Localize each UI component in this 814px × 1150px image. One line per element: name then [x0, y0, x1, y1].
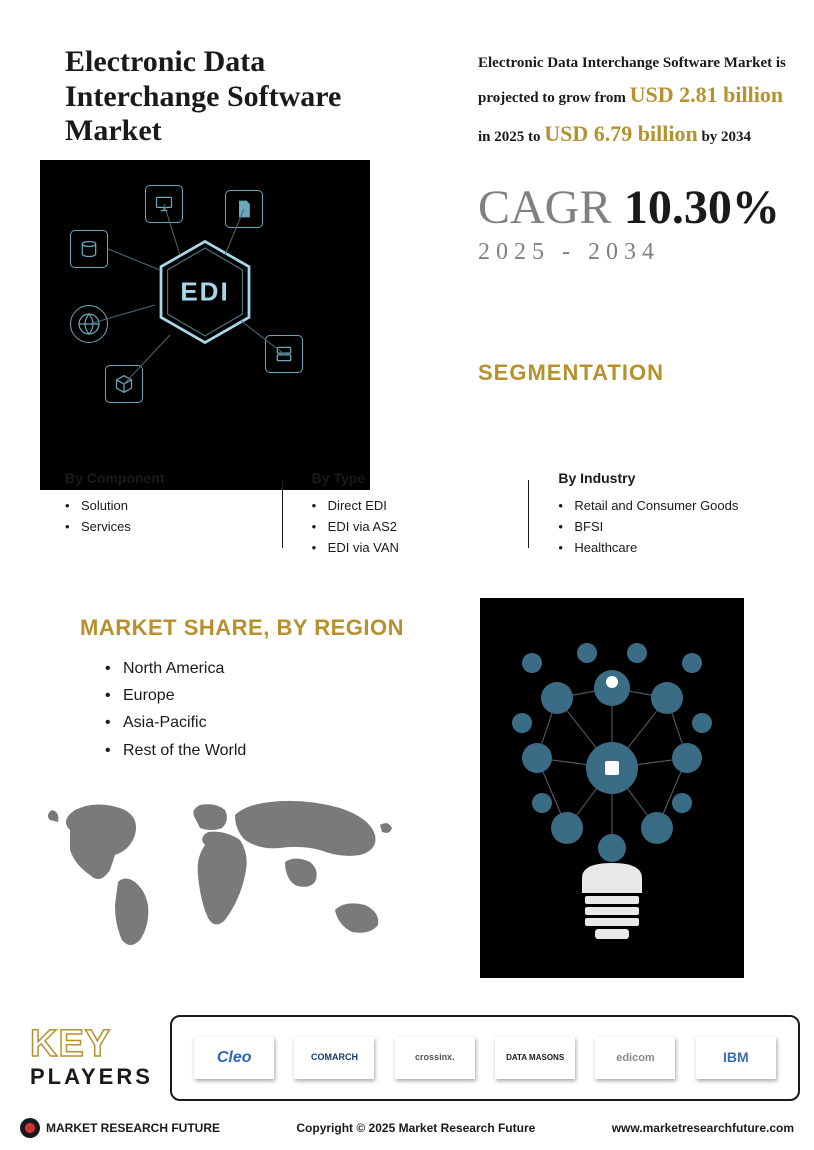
- logo-cleo: Cleo: [194, 1037, 274, 1079]
- key-players-section: KEY PLAYERS Cleo COMARCH crossinx. DATA …: [20, 1010, 800, 1106]
- segment-heading: By Industry: [558, 470, 755, 486]
- region-list: North America Europe Asia-Pacific Rest o…: [105, 655, 246, 764]
- region-item: Rest of the World: [105, 737, 246, 764]
- cagr-years: 2025 - 2034: [478, 239, 780, 266]
- segmentation-heading: SEGMENTATION: [478, 360, 664, 386]
- segment-item: Direct EDI: [312, 496, 509, 517]
- region-item: Europe: [105, 682, 246, 709]
- logos-container: Cleo COMARCH crossinx. DATA MASONS edico…: [170, 1015, 800, 1101]
- key-players-label: KEY PLAYERS: [20, 1026, 170, 1090]
- mrf-logo-icon: [20, 1118, 40, 1138]
- logo-edicom: edicom: [595, 1037, 675, 1079]
- title-text: Electronic Data Interchange Software Mar…: [65, 45, 425, 149]
- segment-item: Solution: [65, 496, 262, 517]
- cagr-block: CAGR 10.30% 2025 - 2034: [478, 180, 780, 266]
- key-word: KEY: [30, 1026, 170, 1062]
- logo-ibm: IBM: [696, 1037, 776, 1079]
- segment-item: EDI via VAN: [312, 538, 509, 559]
- segment-item: Healthcare: [558, 538, 755, 559]
- logo-datamasons: DATA MASONS: [495, 1037, 575, 1079]
- segmentation-columns: By Component Solution Services By Type D…: [65, 470, 775, 558]
- segment-heading: By Component: [65, 470, 262, 486]
- segment-heading: By Type: [312, 470, 509, 486]
- world-map: [40, 790, 400, 970]
- region-item: North America: [105, 655, 246, 682]
- segment-item: BFSI: [558, 517, 755, 538]
- logo-comarch: COMARCH: [294, 1037, 374, 1079]
- footer-copyright: Copyright © 2025 Market Research Future: [296, 1121, 535, 1135]
- cagr-label: CAGR: [478, 181, 611, 234]
- segment-type: By Type Direct EDI EDI via AS2 EDI via V…: [282, 470, 529, 558]
- segment-item: Services: [65, 517, 262, 538]
- players-word: PLAYERS: [30, 1064, 170, 1090]
- logo-crossinx: crossinx.: [395, 1037, 475, 1079]
- footer-brand: MARKET RESEARCH FUTURE: [20, 1118, 220, 1138]
- region-item: Asia-Pacific: [105, 709, 246, 736]
- hero-edi-image: EDI: [40, 160, 370, 490]
- lightbulb-network-image: [480, 598, 744, 978]
- growth-projection: Electronic Data Interchange Software Mar…: [478, 50, 788, 153]
- segment-item: Retail and Consumer Goods: [558, 496, 755, 517]
- growth-amount-1: USD 2.81 billion: [630, 82, 783, 107]
- footer-brand-text: MARKET RESEARCH FUTURE: [46, 1121, 220, 1135]
- growth-suffix: by 2034: [698, 129, 751, 145]
- cagr-value: 10.30%: [624, 181, 780, 234]
- growth-amount-2: USD 6.79 billion: [544, 121, 697, 146]
- footer: MARKET RESEARCH FUTURE Copyright © 2025 …: [20, 1118, 794, 1138]
- segment-item: EDI via AS2: [312, 517, 509, 538]
- segment-industry: By Industry Retail and Consumer Goods BF…: [528, 470, 775, 558]
- segment-component: By Component Solution Services: [65, 470, 282, 558]
- growth-mid: in 2025 to: [478, 129, 544, 145]
- footer-url: www.marketresearchfuture.com: [612, 1121, 794, 1135]
- report-title: Electronic Data Interchange Software Mar…: [65, 45, 425, 149]
- region-heading: MARKET SHARE, BY REGION: [80, 615, 404, 641]
